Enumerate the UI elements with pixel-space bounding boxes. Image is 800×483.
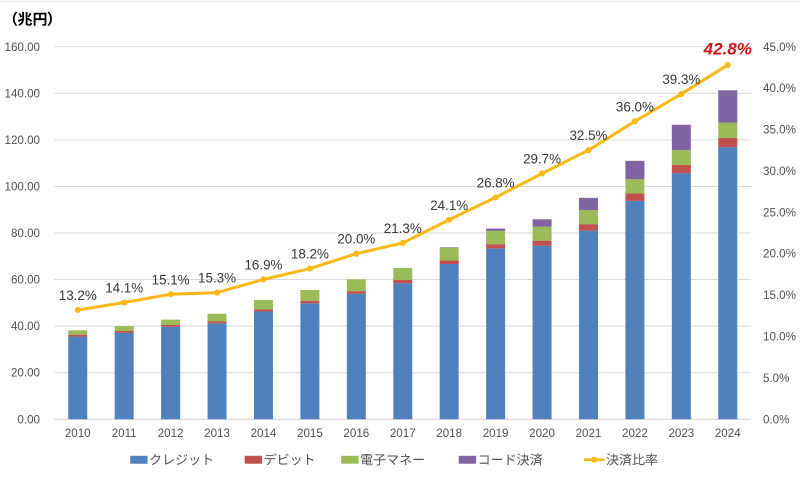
svg-text:30.0%: 30.0% [763, 165, 796, 178]
svg-text:20.0%: 20.0% [763, 248, 796, 261]
svg-text:140.00: 140.00 [5, 87, 40, 100]
svg-text:2022: 2022 [622, 427, 648, 440]
svg-text:39.3%: 39.3% [662, 72, 700, 87]
svg-text:2020: 2020 [529, 427, 555, 440]
svg-text:20.0%: 20.0% [337, 232, 375, 247]
svg-text:36.0%: 36.0% [616, 99, 654, 114]
svg-text:2011: 2011 [112, 427, 137, 440]
svg-text:18.2%: 18.2% [291, 247, 329, 262]
svg-text:160.00: 160.00 [5, 41, 40, 54]
svg-text:24.1%: 24.1% [430, 198, 468, 213]
svg-text:2013: 2013 [204, 427, 230, 440]
svg-text:42.8%: 42.8% [703, 39, 752, 58]
svg-text:2024: 2024 [715, 427, 741, 440]
svg-text:29.7%: 29.7% [523, 151, 561, 166]
svg-text:10.0%: 10.0% [763, 330, 796, 343]
svg-text:100.00: 100.00 [5, 180, 40, 193]
svg-text:32.5%: 32.5% [569, 128, 607, 143]
svg-text:40.0%: 40.0% [763, 82, 796, 95]
svg-text:2014: 2014 [251, 427, 277, 440]
svg-text:2010: 2010 [65, 427, 91, 440]
svg-text:15.1%: 15.1% [152, 272, 190, 287]
svg-text:14.1%: 14.1% [105, 281, 143, 296]
svg-text:120.00: 120.00 [5, 134, 40, 147]
svg-text:2016: 2016 [343, 427, 369, 440]
svg-text:80.00: 80.00 [11, 227, 40, 240]
svg-text:26.8%: 26.8% [477, 175, 515, 190]
svg-text:40.00: 40.00 [11, 320, 40, 333]
svg-text:2021: 2021 [576, 427, 602, 440]
svg-text:2018: 2018 [436, 427, 462, 440]
svg-text:0.00: 0.00 [17, 413, 40, 426]
svg-text:2015: 2015 [297, 427, 323, 440]
svg-text:15.0%: 15.0% [763, 289, 796, 302]
svg-text:13.2%: 13.2% [59, 288, 97, 303]
svg-text:5.0%: 5.0% [763, 372, 789, 385]
svg-text:15.3%: 15.3% [198, 271, 236, 286]
svg-text:25.0%: 25.0% [763, 206, 796, 219]
svg-text:2017: 2017 [390, 427, 416, 440]
svg-text:2023: 2023 [668, 427, 694, 440]
svg-text:60.00: 60.00 [11, 274, 40, 287]
svg-text:45.0%: 45.0% [763, 41, 796, 54]
svg-text:20.00: 20.00 [11, 367, 40, 380]
svg-text:35.0%: 35.0% [763, 124, 796, 137]
svg-text:16.9%: 16.9% [244, 257, 282, 272]
svg-text:2012: 2012 [158, 427, 184, 440]
svg-text:0.0%: 0.0% [763, 413, 789, 426]
svg-text:2019: 2019 [483, 427, 509, 440]
svg-text:21.3%: 21.3% [384, 221, 422, 236]
